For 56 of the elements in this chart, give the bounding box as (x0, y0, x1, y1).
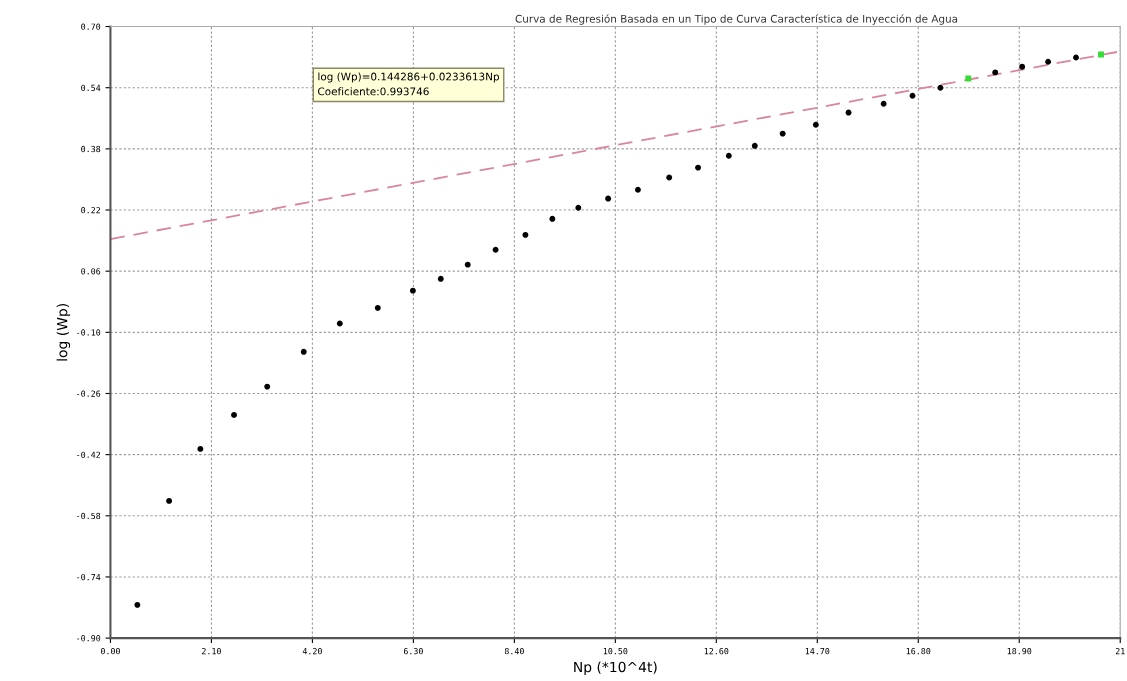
point (492, 246, 499, 253)
x-tick-label: 0.00 (100, 648, 120, 655)
x-axis-title: Np (*10^4t) (574, 661, 657, 675)
point (666, 174, 673, 181)
point (725, 152, 732, 159)
y-tick-label: -0.58 (77, 512, 101, 520)
point (937, 84, 944, 91)
point (522, 231, 529, 238)
y-tick-label: -0.26 (77, 390, 101, 397)
x-tick-label: 14.70 (805, 648, 830, 655)
point (751, 142, 758, 149)
point (1073, 54, 1079, 61)
x-tick-label: 18.90 (1007, 648, 1032, 655)
point (779, 130, 786, 137)
y-tick-label: -0.90 (77, 635, 101, 642)
point (464, 261, 471, 268)
point (1019, 63, 1026, 70)
point (197, 445, 204, 452)
y-tick-label: -0.10 (77, 329, 101, 336)
point (336, 320, 343, 327)
point (992, 69, 999, 76)
y-tick-label: 0.70 (81, 23, 101, 30)
x-tick-label: 21 (1115, 648, 1125, 655)
x-tick-label: 10.50 (603, 648, 628, 655)
point (300, 348, 307, 355)
point (549, 215, 556, 222)
point (134, 601, 141, 608)
point (437, 275, 444, 282)
point (605, 195, 612, 202)
point (166, 497, 173, 504)
x-tick-label: 16.80 (906, 648, 931, 655)
y-tick-label: -0.42 (77, 451, 101, 458)
point (635, 186, 641, 193)
y-tick-label: 0.06 (81, 268, 101, 275)
x-tick-label: 6.30 (403, 648, 423, 655)
chart-title: Curva de Regresión Basada en un Tipo de Curva Característica de Inyección de Agua (515, 14, 958, 25)
point (231, 411, 237, 418)
y-tick-label: 0.54 (81, 84, 101, 92)
x-tick-label: 8.40 (504, 648, 524, 655)
x-tick-label: 4.20 (302, 648, 322, 655)
point (812, 121, 819, 128)
y-tick-label: 0.38 (81, 145, 101, 153)
point (695, 164, 701, 171)
point (880, 100, 887, 107)
y-axis-title: log (Wp) (56, 304, 71, 361)
annotation: log (Wp)=0.144286+0.0233613Np Coeficiente:0.993746 (318, 72, 500, 96)
point (374, 304, 381, 311)
point (409, 287, 416, 294)
y-tick-label: 0.22 (81, 207, 101, 214)
x-tick-label: 2.10 (202, 648, 221, 655)
y-tick-label: -0.74 (77, 573, 101, 581)
point (845, 109, 852, 116)
point (1045, 58, 1052, 65)
point (264, 383, 271, 390)
x-tick-label: 12.60 (704, 648, 729, 655)
point (575, 204, 582, 211)
